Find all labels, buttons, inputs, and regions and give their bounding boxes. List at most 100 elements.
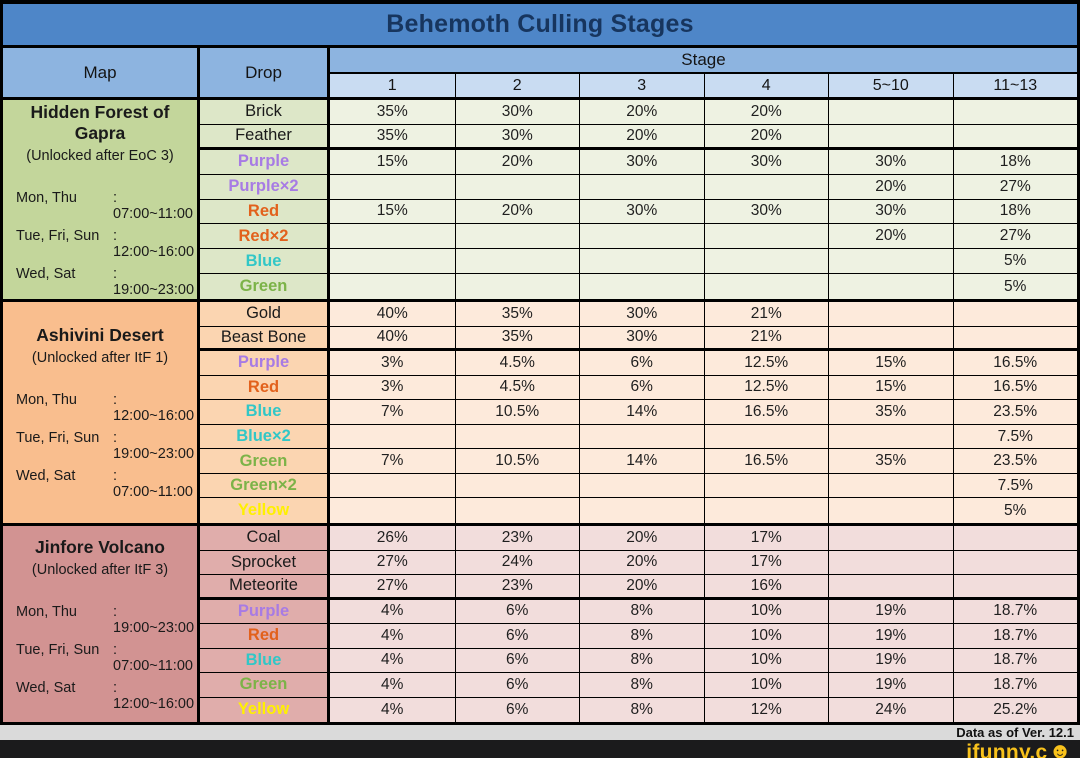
drop-name-cell: Gold <box>200 302 330 327</box>
drop-rate-cell: 6% <box>454 673 579 698</box>
drop-rate-cell <box>828 302 953 327</box>
drop-rate-cell <box>828 274 953 299</box>
drop-rate-cell: 17% <box>703 526 828 551</box>
table-title: Behemoth Culling Stages <box>3 4 1077 48</box>
drop-rate-cell <box>579 498 704 523</box>
drop-rate-cell: 8% <box>579 673 704 698</box>
drop-rate-cell: 16.5% <box>703 400 828 425</box>
drop-rate-cell: 25.2% <box>952 697 1077 722</box>
drop-rate-cell: 20% <box>579 526 704 551</box>
drop-rate-cell: 6% <box>454 599 579 624</box>
drop-rate-cell: 30% <box>703 149 828 175</box>
drop-rate-cell: 19% <box>828 599 953 624</box>
drop-rate-cell: 40% <box>330 302 455 327</box>
drop-rate-cell <box>330 224 455 250</box>
map-schedule: Mon, Thu: 12:00~16:00 Tue, Fri, Sun: 19:0… <box>3 392 197 500</box>
drop-rate-cell: 20% <box>454 199 579 225</box>
drop-rate-cell <box>952 326 1077 352</box>
drop-rate-cell: 12.5% <box>703 351 828 376</box>
drop-rate-cell: 18.7% <box>952 599 1077 624</box>
drop-rate-cell: 4% <box>330 599 455 624</box>
drop-rate-cell: 17% <box>703 550 828 575</box>
drop-rate-cell: 20% <box>579 100 704 125</box>
drop-rate-cell <box>579 174 704 200</box>
schedule-time: : 07:00~11:00 <box>113 189 193 222</box>
drop-name-cell: Green <box>200 449 330 474</box>
drop-rate-cell <box>828 124 953 150</box>
drop-rate-cell: 24% <box>828 697 953 722</box>
drop-rate-cell <box>828 498 953 523</box>
drop-rate-cell: 4% <box>330 648 455 673</box>
drop-name-cell: Red×2 <box>200 224 330 250</box>
drop-rate-cell <box>579 274 704 299</box>
table-header: Map Drop Stage 1 2 3 4 5~10 11~13 <box>3 48 1077 100</box>
map-schedule: Mon, Thu: 07:00~11:00 Tue, Fri, Sun: 12:0… <box>3 190 197 298</box>
drop-rate-cell: 16.5% <box>703 449 828 474</box>
drop-name-cell: Yellow <box>200 498 330 523</box>
smiley-icon: ☻ <box>1048 740 1072 758</box>
drop-name-cell: Blue×2 <box>200 424 330 450</box>
drop-rate-cell: 18% <box>952 199 1077 225</box>
drop-rate-cell: 18.7% <box>952 673 1077 698</box>
drop-name-cell: Blue <box>200 400 330 425</box>
drop-rate-cell: 7% <box>330 449 455 474</box>
drop-rate-cell <box>952 550 1077 575</box>
drop-name-cell: Green <box>200 274 330 299</box>
drop-rate-cell <box>454 224 579 250</box>
drop-rate-cell: 18.7% <box>952 648 1077 673</box>
map-name: Hidden Forest of Gapra <box>30 101 170 143</box>
map-section: Jinfore Volcano (Unlocked after ItF 3) Mon… <box>3 523 1077 722</box>
schedule-time: : 19:00~23:00 <box>113 429 195 462</box>
drop-rate-cell: 23.5% <box>952 449 1077 474</box>
drop-rate-cell: 40% <box>330 326 455 352</box>
schedule-time: : 19:00~23:00 <box>113 265 195 298</box>
drop-rate-cell: 19% <box>828 624 953 649</box>
schedule-line: Mon, Thu: 19:00~23:00 <box>16 604 197 636</box>
drop-rate-cell: 18% <box>952 149 1077 175</box>
drop-rate-cell: 4% <box>330 697 455 722</box>
drop-rate-cell: 8% <box>579 648 704 673</box>
drop-rate-cell: 15% <box>828 351 953 376</box>
schedule-days: Wed, Sat <box>16 679 76 696</box>
map-cell: Jinfore Volcano (Unlocked after ItF 3) Mon… <box>3 526 200 722</box>
drop-name-cell: Beast Bone <box>200 326 330 352</box>
schedule-line: Mon, Thu: 12:00~16:00 <box>16 392 197 424</box>
drop-rate-cell: 15% <box>330 149 455 175</box>
stage-column-header: 2 <box>454 74 580 97</box>
drop-rate-cell: 27% <box>330 550 455 575</box>
drop-rate-cell <box>703 274 828 299</box>
drop-rate-cell: 12% <box>703 697 828 722</box>
drop-rate-cell <box>828 249 953 275</box>
drop-rate-cell <box>952 526 1077 551</box>
drop-rate-cell: 10.5% <box>454 449 579 474</box>
map-name: Jinfore Volcano <box>35 536 165 557</box>
schedule-days: Tue, Fri, Sun <box>16 641 100 658</box>
drop-rate-cell: 19% <box>828 648 953 673</box>
drop-rate-cell: 8% <box>579 624 704 649</box>
drop-rate-cell: 30% <box>454 100 579 125</box>
drop-rate-cell <box>828 100 953 125</box>
schedule-days: Mon, Thu <box>16 391 77 408</box>
drop-rate-cell <box>330 498 455 523</box>
drop-rate-cell: 20% <box>828 174 953 200</box>
drop-rate-cell: 10% <box>703 599 828 624</box>
schedule-line: Wed, Sat: 12:00~16:00 <box>16 680 197 712</box>
drop-rate-cell: 27% <box>952 174 1077 200</box>
drop-rate-cell <box>454 274 579 299</box>
watermark-text: ifunny.c <box>966 741 1048 758</box>
drop-rate-cell: 3% <box>330 375 455 401</box>
drop-rate-cell: 15% <box>330 199 455 225</box>
drop-rate-cell: 30% <box>828 149 953 175</box>
schedule-days: Tue, Fri, Sun <box>16 227 100 244</box>
drop-name-cell: Brick <box>200 100 330 125</box>
map-unlock-note: (Unlocked after ItF 1) <box>31 349 169 366</box>
drop-rate-cell <box>454 249 579 275</box>
drop-rate-cell: 7% <box>330 400 455 425</box>
drop-rate-cell <box>828 424 953 450</box>
drop-name-cell: Coal <box>200 526 330 551</box>
drop-name-cell: Green×2 <box>200 473 330 499</box>
drop-rate-cell <box>579 424 704 450</box>
drop-name-cell: Purple <box>200 599 330 624</box>
version-note: Data as of Ver. 12.1 <box>956 725 1074 740</box>
